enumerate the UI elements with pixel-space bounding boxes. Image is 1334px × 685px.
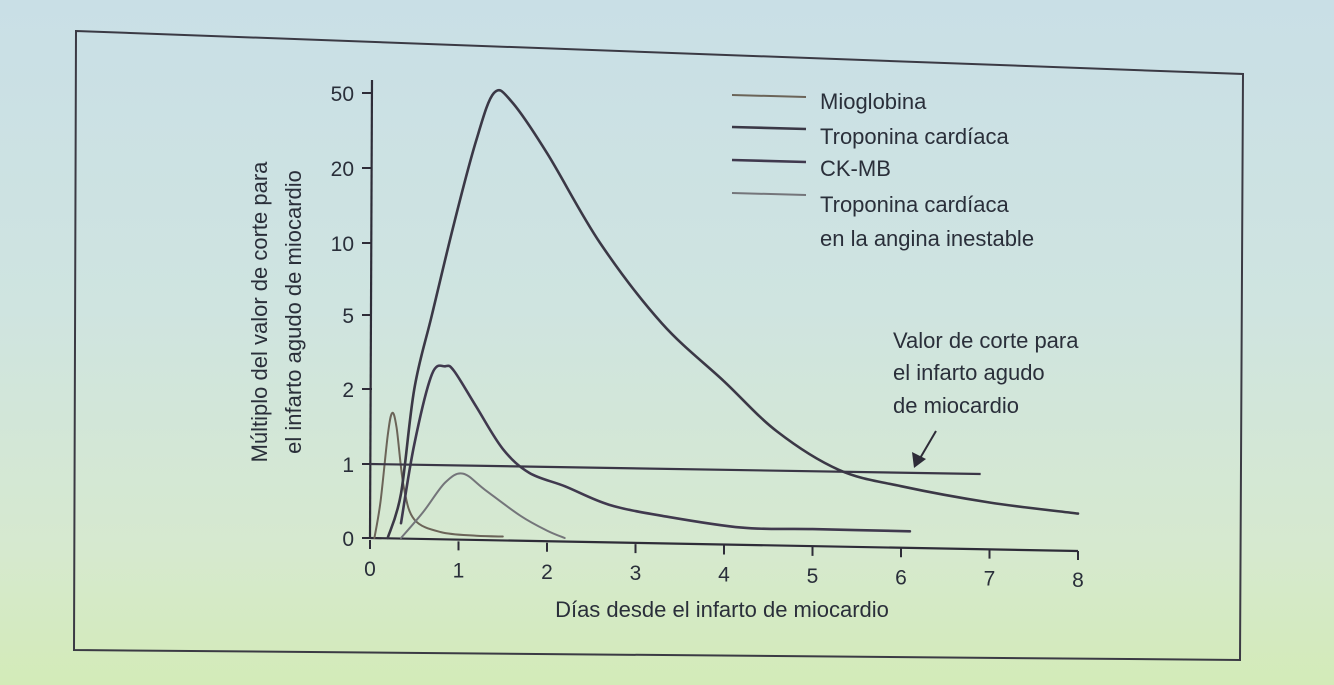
legend-label-troponina-angina-line-2: en la angina inestable [820,226,1034,251]
annotation-arrow-head [912,452,926,468]
x-tick-label: 4 [718,564,730,587]
y-axis-title-line-2: el infarto agudo de miocardio [281,170,306,454]
legend-swatch-mioglobina [731,94,807,98]
y-tick-label: 20 [331,158,354,181]
x-tick-label: 3 [630,562,642,585]
x-axis-line [369,536,1079,553]
y-tick-label: 1 [342,454,354,477]
x-tick-label: 7 [984,568,996,591]
y-axis-title-line-1: Múltiplo del valor de corte para [247,161,272,463]
x-tick-labels: 0 1 2 3 4 5 6 7 8 [364,558,1084,592]
y-tick-label: 0 [342,528,354,551]
y-axis-line [368,79,374,539]
series-line-mioglobina [373,411,504,539]
y-axis-title: Múltiplo del valor de corte para el infa… [247,161,306,463]
y-tick-labels: 0 1 2 5 10 20 50 [331,83,354,551]
legend-label-ck-mb: CK-MB [820,156,891,181]
series-line-troponina-cardiaca-en-la-angina-inestable [400,472,566,539]
annotation-line-1: Valor de corte para [893,328,1079,353]
x-axis-title: Días desde el infarto de miocardio [555,597,889,622]
x-tick-label: 2 [541,561,553,584]
legend-label-mioglobina: Mioglobina [820,89,927,114]
y-tick-label: 2 [342,379,354,402]
legend-swatch-ck-mb [731,158,807,164]
annotation-line-3: de miocardio [893,393,1019,418]
x-tick-label: 8 [1072,569,1084,592]
series-line-troponina-cardiaca [386,88,1080,540]
axes [368,79,1079,553]
figure-frame [72,29,1245,662]
legend-label-troponina-angina-line-1: Troponina cardíaca [820,192,1010,217]
x-tick-label: 0 [364,558,376,581]
series-line-ck-mb [399,364,912,533]
annotation-line-2: el infarto agudo [893,360,1045,385]
legend-swatch-troponina [731,125,807,131]
cutoff-annotation: Valor de corte para el infarto agudo de … [893,328,1079,468]
legend: Mioglobina Troponina cardíaca CK-MB Trop… [731,89,1034,251]
x-tick-label: 1 [453,559,465,582]
y-tick-label: 5 [342,305,354,328]
y-tick-label: 10 [331,233,354,256]
x-tick-label: 5 [807,565,819,588]
cutoff-line [369,462,981,476]
legend-swatch-troponina-angina [731,192,807,196]
annotation-arrow-shaft [918,430,937,461]
x-tick-label: 6 [895,566,907,589]
legend-label-troponina: Troponina cardíaca [820,124,1010,149]
y-tick-label: 50 [331,83,354,106]
